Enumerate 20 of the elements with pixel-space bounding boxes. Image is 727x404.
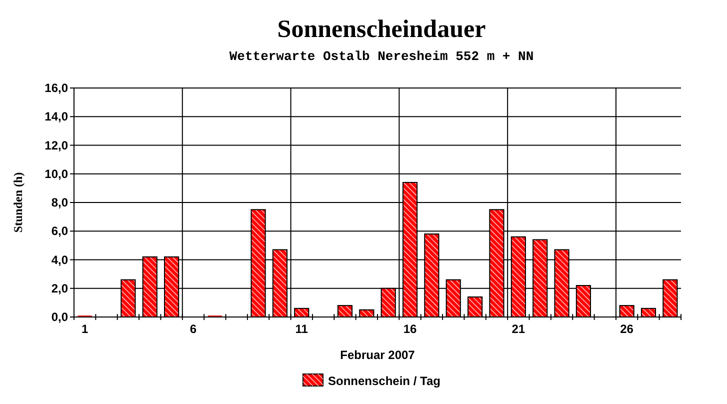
x-tick-label: 21 <box>512 322 526 336</box>
y-tick-label: 16,0 <box>44 81 68 95</box>
y-tick-label: 14,0 <box>44 110 68 124</box>
y-axis-title: Stunden (h) <box>11 172 25 233</box>
y-tick-label: 4,0 <box>51 252 68 267</box>
x-tick-label: 11 <box>295 322 308 336</box>
chart-title: Sonnenscheindauer <box>277 16 486 43</box>
y-tick-label: 0,0 <box>51 310 68 324</box>
y-tick-label: 8,0 <box>51 196 68 210</box>
y-tick-label: 2,0 <box>51 281 68 296</box>
x-tick-label: 26 <box>620 322 634 336</box>
y-tick-label: 12,0 <box>44 138 68 152</box>
chart-subtitle: Wetterwarte Ostalb Neresheim 552 m + NN <box>229 49 534 64</box>
y-tick-label: 10,0 <box>44 166 68 181</box>
legend-label: Sonnenschein / Tag <box>328 374 440 388</box>
y-tick-label: 6,0 <box>51 224 68 238</box>
x-tick-label: 1 <box>81 322 88 336</box>
x-axis-title: Februar 2007 <box>340 348 416 362</box>
x-tick-label: 6 <box>190 322 197 336</box>
x-tick-label: 16 <box>403 322 418 336</box>
